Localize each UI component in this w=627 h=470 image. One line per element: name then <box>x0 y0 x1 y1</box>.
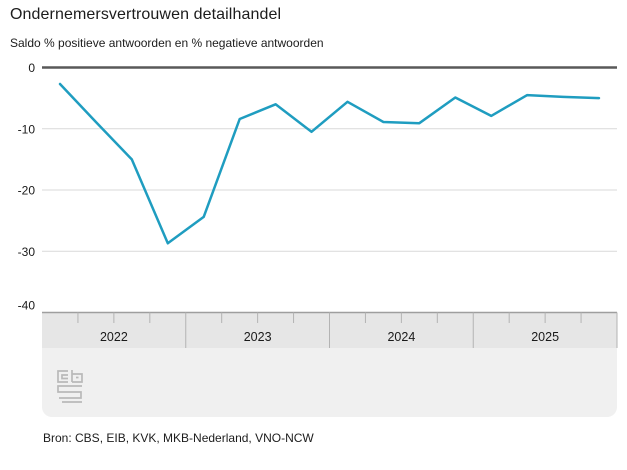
source-note: Bron: CBS, EIB, KVK, MKB-Nederland, VNO-… <box>43 431 314 445</box>
x-tick-label: 2025 <box>531 330 559 344</box>
y-tick-label: 0 <box>28 61 35 75</box>
chart-subtitle: Saldo % positieve antwoorden en % negati… <box>10 36 324 50</box>
cbs-logo <box>57 370 83 403</box>
y-tick-label: -10 <box>18 122 36 136</box>
y-tick-label: -20 <box>18 184 36 198</box>
cbs-logo-s <box>57 385 82 403</box>
x-tick-label: 2023 <box>244 330 272 344</box>
cbs-logo-b <box>71 370 83 383</box>
page-title: Ondernemersvertrouwen detailhandel <box>10 6 282 23</box>
cbs-logo-c <box>57 370 68 383</box>
data-line-series <box>58 82 601 245</box>
y-tick-label: -30 <box>18 245 36 259</box>
x-tick-label: 2022 <box>100 330 128 344</box>
x-tick-label: 2024 <box>387 330 415 344</box>
y-tick-label: -40 <box>18 299 36 313</box>
